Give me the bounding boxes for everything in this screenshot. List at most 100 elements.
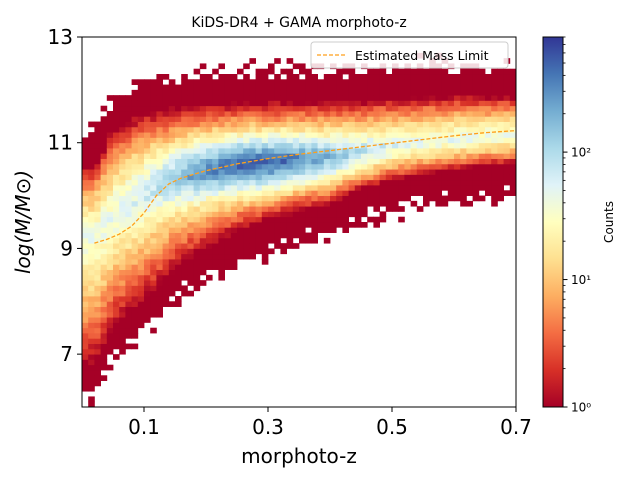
heatmap-cell [144,285,151,292]
heatmap-cell [478,137,486,144]
heatmap-cell [82,158,89,165]
heatmap-cell [224,111,232,117]
heatmap-cell [317,227,325,233]
heatmap-cell [404,163,411,170]
heatmap-cell [82,259,89,265]
heatmap-cell [224,253,232,260]
heatmap-cell [88,253,95,260]
heatmap-cell [404,185,411,191]
heatmap-cell [274,158,281,165]
heatmap-cell [404,84,411,91]
heatmap-cell [113,232,120,239]
heatmap-cell [373,121,380,128]
heatmap-cell [168,237,176,244]
heatmap-cell [94,253,101,260]
heatmap-cell [392,185,399,191]
heatmap-cell [379,105,387,112]
heatmap-cell [82,174,89,181]
heatmap-cell [168,211,176,218]
heatmap-cell [218,63,225,70]
heatmap-cell [255,200,263,207]
heatmap-cell [175,185,182,191]
heatmap-cell [305,237,312,244]
heatmap-cell [392,190,399,196]
heatmap-cell [212,185,219,191]
heatmap-cell [447,137,455,144]
heatmap-cell [323,132,331,138]
heatmap-cell [255,222,263,228]
heatmap-cell [249,185,256,191]
heatmap-cell [106,148,114,154]
heatmap-cell [454,111,461,117]
heatmap-cell [193,132,201,138]
heatmap-cell [348,200,356,207]
heatmap-cell [497,195,504,202]
heatmap-cell [416,137,424,144]
heatmap-cell [230,237,238,244]
heatmap-cell [466,148,473,154]
heatmap-cell [162,301,170,307]
heatmap-cell [113,148,120,154]
heatmap-cell [168,95,176,101]
heatmap-cell [336,121,343,128]
heatmap-cell [478,179,486,186]
heatmap-cell [503,100,511,107]
heatmap-cell [336,169,343,175]
heatmap-cell [137,211,145,218]
heatmap-cell [286,216,294,223]
heatmap-cell [429,116,436,122]
heatmap-cell [311,179,318,186]
heatmap-cell [342,222,349,228]
heatmap-cell [181,243,188,249]
heatmap-cell [94,163,101,170]
heatmap-cell [435,116,442,122]
heatmap-cell [255,169,263,175]
heatmap-cell [230,211,238,218]
heatmap-cell [193,116,201,122]
heatmap-cell [311,137,318,144]
heatmap-cell [299,174,306,181]
heatmap-cell [125,95,132,101]
heatmap-cell [367,111,374,117]
heatmap-cell [168,232,176,239]
heatmap-cell [336,74,343,80]
heatmap-cell [478,153,486,159]
heatmap-cell [460,89,467,96]
heatmap-cell [379,195,387,202]
heatmap-cell [94,169,101,175]
heatmap-cell [423,84,430,91]
heatmap-cell [199,153,207,159]
heatmap-cell [398,137,405,144]
heatmap-cell [131,79,139,85]
heatmap-cell [509,153,516,159]
heatmap-cell [218,89,225,96]
heatmap-cell [249,132,256,138]
heatmap-cell [404,169,411,175]
heatmap-cell [429,74,436,80]
heatmap-cell [82,327,89,334]
heatmap-cell [478,169,486,175]
heatmap-cell [144,216,151,223]
heatmap-cell [88,396,95,403]
heatmap-cell [144,89,151,96]
heatmap-cell [199,79,207,85]
heatmap-cell [88,195,95,202]
heatmap-cell [230,259,238,265]
heatmap-cell [503,68,511,75]
heatmap-cell [392,126,399,133]
heatmap-cell [150,280,157,286]
mass-limit-series [94,129,516,244]
heatmap-cell [385,174,393,181]
heatmap-cell [199,63,207,70]
heatmap-cell [175,163,182,170]
heatmap-cell [94,132,101,138]
heatmap-cell [243,174,250,181]
heatmap-cell [286,58,294,64]
heatmap-cell [187,185,194,191]
heatmap-cell [88,348,95,355]
heatmap-cell [237,116,244,122]
heatmap-cell [199,232,207,239]
heatmap-cell [113,296,120,302]
heatmap-cell [230,89,238,96]
heatmap-cell [144,84,151,91]
